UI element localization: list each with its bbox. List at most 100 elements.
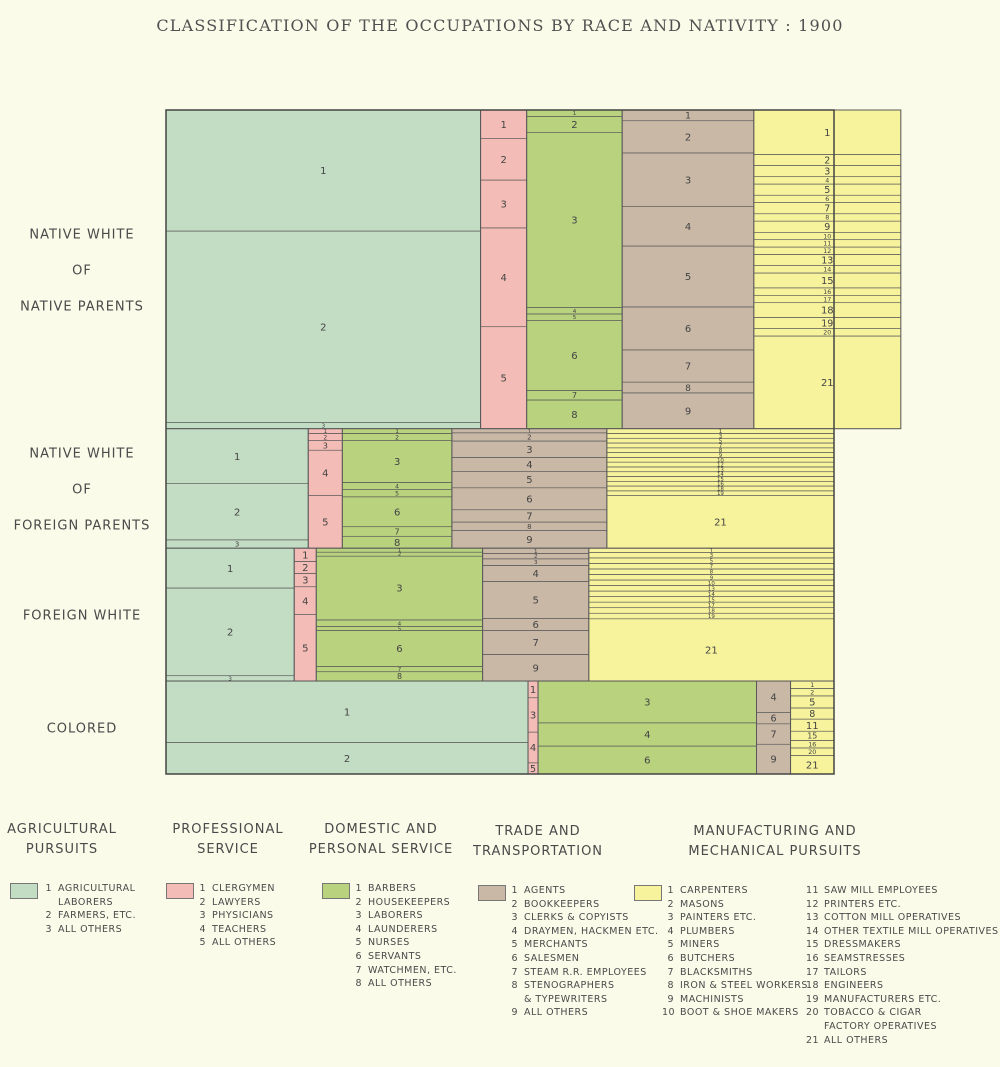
legend-item: 20 TOBACCO & CIGAR FACTORY OPERATIVES (806, 1006, 999, 1033)
segment-label: 6 (644, 756, 650, 767)
group-block-manu (606, 428, 835, 549)
segment-label: 5 (573, 315, 577, 321)
segment-label: 20 (823, 330, 831, 337)
legend-item: 9 ALL OTHERS (506, 1006, 659, 1020)
segment-label: 1 (227, 564, 233, 575)
segment-label: 1 (395, 429, 399, 435)
legend-item-number: 5 (511, 939, 518, 951)
legend-item-number: 20 (806, 1007, 820, 1019)
legend-item: 7 BLACKSMITHS (662, 966, 808, 980)
legend-item: 17 TAILORS (806, 966, 999, 980)
segment-label: 5 (719, 439, 723, 445)
segment-label: 4 (530, 743, 536, 754)
segment-label: 8 (809, 709, 815, 720)
segment-label: 3 (500, 200, 506, 211)
legend-item-number: 21 (806, 1034, 820, 1046)
segment-label: 12 (717, 463, 724, 469)
group-block-prof (480, 109, 528, 430)
legend-item: 2 BOOKKEEPERS (506, 898, 659, 912)
legend-item-label: SAW MILL EMPLOYEES (824, 885, 938, 896)
legend-item-label: PHYSICIANS (212, 910, 274, 922)
legend-item-number: 13 (806, 912, 820, 924)
chart-frame (165, 109, 835, 775)
row-label: COLORED (47, 722, 118, 737)
legend-swatch-trade (478, 885, 506, 901)
legend-item: 3 PAINTERS ETC. (662, 911, 808, 925)
group-block-dom (526, 109, 623, 430)
legend-item: 3 ALL OTHERS (40, 923, 136, 937)
group-block-agri (165, 680, 529, 775)
segment-label: 7 (710, 564, 714, 570)
segment-label: 6 (533, 620, 539, 631)
legend-item: 12 PRINTERS ETC. (806, 898, 999, 912)
legend-list: 1 AGENTS 2 BOOKKEEPERS 3 CLERKS & COPYISTS 4 DR… (506, 884, 659, 1020)
legend-item-number: 7 (511, 966, 518, 978)
legend-item-label: SALESMEN (524, 952, 580, 964)
segment-label: 1 (234, 452, 240, 463)
segment-label: 1 (824, 128, 830, 139)
segment-label: 5 (685, 272, 691, 283)
segment-label: 3 (824, 167, 830, 178)
legend-item-number: 18 (806, 980, 820, 992)
segment-label: 6 (685, 324, 691, 335)
segment-label: 4 (533, 569, 539, 580)
group-block-agri (165, 109, 482, 430)
segment-label: 3 (571, 216, 577, 227)
legend-item: 18 ENGINEERS (806, 979, 999, 993)
segment-label: 9 (533, 663, 539, 674)
legend-category-title: DOMESTIC AND PERSONAL SERVICE (308, 822, 454, 857)
group-block-trade (482, 547, 590, 682)
segment-label: 3 (396, 584, 402, 595)
legend-item-label: ALL OTHERS (824, 1034, 889, 1046)
segment-label: 19 (708, 614, 715, 620)
group-block-trade (756, 680, 792, 775)
segment-label: 1 (528, 429, 532, 435)
segment-label: 1 (324, 429, 328, 435)
legend-item-label: ALL OTHERS (58, 923, 123, 935)
row-label: FOREIGN PARENTS (14, 518, 151, 533)
legend-item-number: 1 (511, 885, 518, 896)
legend-item-number: 3 (511, 912, 518, 924)
legend-item: 14 OTHER TEXTILE MILL OPERATIVES (806, 925, 999, 939)
segment-label: 8 (825, 215, 829, 222)
legend-item-label: COTTON MILL OPERATIVES (824, 912, 962, 924)
legend-item-label: CARPENTERS (680, 885, 749, 896)
segment-label: 21 (821, 378, 834, 389)
legend-category-title: PROFESSIONAL SERVICE (172, 822, 284, 857)
legend-item-label: ALL OTHERS (524, 1007, 589, 1019)
segment-label: 6 (526, 494, 532, 505)
legend-item-number: 15 (806, 939, 820, 951)
segment-label: 1 (810, 682, 814, 689)
legend-item-label: BLACKSMITHS (680, 966, 753, 978)
legend-item: 16 SEAMSTRESSES (806, 952, 999, 966)
legend-item-label: TAILORS (824, 966, 867, 978)
legend-item: 7 STEAM R.R. EMPLOYEES (506, 966, 659, 980)
segment-label: 3 (685, 175, 691, 186)
segment-label: 7 (533, 638, 539, 649)
segment-label: 13 (821, 255, 833, 266)
legend-item-label: ALL OTHERS (212, 937, 277, 949)
segment-label: 1 (534, 549, 538, 555)
segment-label: 1 (398, 548, 402, 554)
legend-item-number: 14 (806, 925, 820, 937)
legend-item-number: 2 (511, 898, 518, 910)
legend-item-label: HOUSEKEEPERS (368, 896, 451, 908)
segment-label: 3 (302, 576, 308, 587)
legend-item-label: DRAYMEN, HACKMEN ETC. (524, 925, 659, 937)
segment-label: 3 (530, 711, 536, 722)
segment-label: 7 (398, 667, 402, 673)
legend-list: 11 SAW MILL EMPLOYEES 12 PRINTERS ETC. 13 COT… (806, 884, 999, 1047)
segment-label: 2 (398, 552, 402, 558)
segment-label: 3 (710, 553, 714, 559)
legend-item-label: WATCHMEN, ETC. (368, 964, 457, 976)
legend-list: 1 CARPENTERS 2 MASONS 3 PAINTERS ETC. 4 PLUMBER… (662, 884, 808, 1020)
segment-label: 2 (302, 563, 308, 574)
segment-label: 17 (708, 603, 715, 609)
segment-label: 17 (823, 296, 831, 303)
legend-item-number: 4 (199, 923, 206, 935)
segment-label: 16 (717, 482, 724, 488)
segment-label: 9 (710, 575, 714, 581)
legend-item-label: FARMERS, ETC. (58, 910, 136, 922)
segment-label: 18 (821, 306, 834, 317)
segment-label: 14 (823, 267, 831, 274)
